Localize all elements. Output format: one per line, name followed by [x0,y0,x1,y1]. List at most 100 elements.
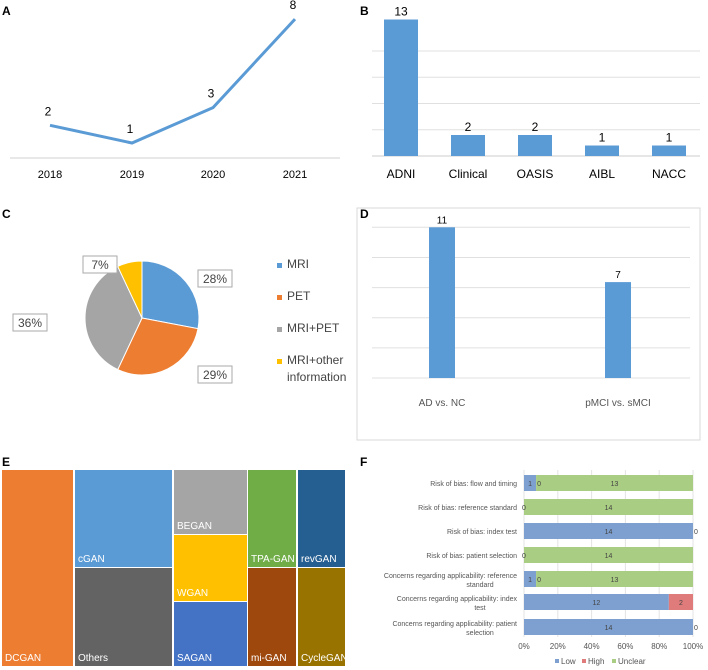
bar-segment [524,594,669,610]
panel-label: E [2,455,10,469]
treemap-cell [298,470,345,567]
cell-label: revGAN [301,554,337,565]
treemap-cell [75,470,172,567]
series-line [49,18,297,145]
legend-swatch [277,327,282,332]
legend-swatch [277,359,282,364]
data-label: 3 [208,87,215,101]
tick-label: 100% [683,642,703,651]
segment-label: 0 [694,529,698,536]
tick-label: pMCI vs. sMCI [585,398,651,409]
label-box [12,313,48,332]
segment-label: 0 [694,625,698,632]
treemap-cell [174,535,247,601]
treemap-cell [2,470,73,666]
data-label: 8 [290,0,297,12]
segment-label: 2 [679,600,683,607]
segment-label: 14 [605,553,613,560]
bar-segment [524,499,693,515]
category-label-cont: test [474,605,485,612]
cell-label: mi-GAN [251,653,287,664]
data-label: 2 [465,120,472,134]
bar-segment [536,475,693,491]
legend-label: High [588,657,604,666]
tick-label: 2019 [120,169,144,181]
segment-label: 0 [522,505,526,512]
legend-label: PET [287,289,311,303]
segment-label: 13 [611,481,619,488]
legend-swatch [277,295,282,300]
panel-label: C [2,207,11,221]
cell-label: TPA-GAN [251,554,295,565]
category-label: Risk of bias: patient selection [426,553,517,560]
data-label: 2 [532,120,539,134]
cell-label: SAGAN [177,653,212,664]
data-label: 28% [203,272,227,286]
bar [451,135,485,156]
bar-segment [668,594,693,610]
data-label: 11 [437,215,448,226]
legend-swatch [582,659,586,663]
panel-label: D [360,207,369,221]
bar [652,145,686,156]
segment-label: 14 [605,529,613,536]
tick-label: OASIS [517,167,554,181]
bar-segment [524,547,693,563]
pie-slice [117,260,143,319]
bar-segment [524,475,537,491]
data-label: 36% [18,316,42,330]
legend-swatch [555,659,559,663]
legend-label: Unclear [618,657,646,666]
segment-label: 13 [611,577,619,584]
category-label: Risk of bias: index test [447,529,517,536]
segment-label: 0 [522,553,526,560]
bar [585,145,619,156]
panel-label: A [2,4,11,18]
cell-label: WGAN [177,588,208,599]
data-label: 7 [615,270,621,281]
tick-label: 2021 [283,169,307,181]
data-label: 13 [394,5,408,19]
legend-label: MRI [287,257,309,271]
tick-label: 80% [651,642,667,651]
tick-label: 2018 [38,169,62,181]
category-label: Risk of bias: reference standard [418,505,517,512]
treemap-cell [174,602,247,666]
bar [605,282,631,378]
panel-border [356,207,701,441]
cell-label: cGAN [78,554,105,565]
label-box [197,365,233,384]
segment-label: 12 [593,600,601,607]
segment-label: 0 [537,481,541,488]
panel-label: F [360,455,367,469]
bar-segment [524,523,693,539]
tick-label: 40% [584,642,600,651]
bar [518,135,552,156]
panel-label: B [360,4,369,18]
data-label: 1 [599,131,606,145]
legend-label-cont: information [287,370,346,384]
category-label: Risk of bias: flow and timing [430,481,517,488]
pie-slice [117,317,199,376]
tick-label: Clinical [449,167,488,181]
category-label-cont: selection [466,630,494,637]
cell-label: DCGAN [5,653,41,664]
cell-label: BEGAN [177,521,212,532]
data-label: 7% [91,258,109,272]
category-label: Concerns regarding applicability: refere… [384,573,517,580]
data-label: 1 [666,131,673,145]
treemap-cell [248,568,296,666]
treemap-cell [174,470,247,534]
bar [429,227,455,378]
cell-label: Others [78,653,108,664]
tick-label: ADNI [387,167,416,181]
segment-label: 14 [605,625,613,632]
treemap-cell [248,470,296,567]
legend-swatch [612,659,616,663]
pie-slice [141,260,200,330]
legend-swatch [277,263,282,268]
tick-label: AD vs. NC [419,398,466,409]
data-label: 29% [203,368,227,382]
bar [384,19,418,156]
segment-label: 1 [528,481,532,488]
